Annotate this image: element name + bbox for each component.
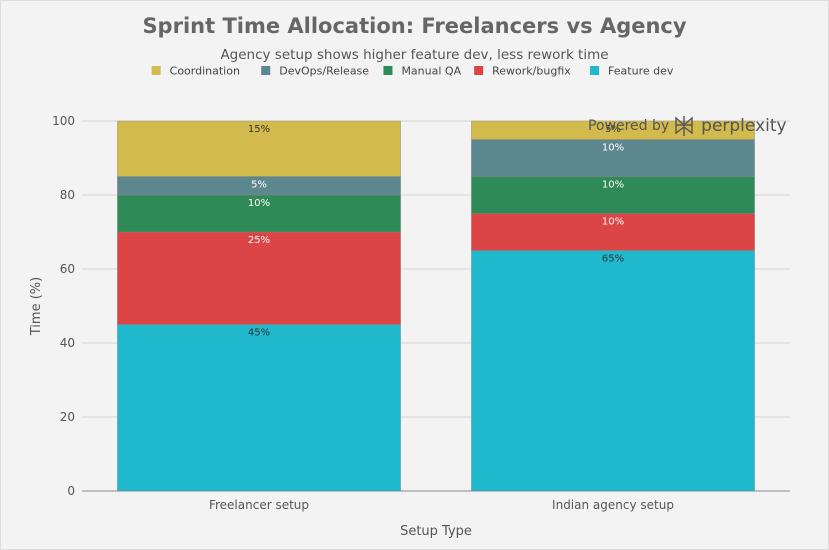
data-label: 65% <box>602 254 624 265</box>
x-tick-label: Freelancer setup <box>209 498 309 512</box>
x-tick-label: Indian agency setup <box>552 498 674 512</box>
bar-segment <box>117 324 401 492</box>
data-label: 5% <box>251 180 267 191</box>
chart-title: Sprint Time Allocation: Freelancers vs A… <box>142 14 687 38</box>
bar-segment <box>471 250 755 492</box>
legend-label: Coordination <box>170 65 240 78</box>
bar-segment <box>471 176 755 214</box>
watermark-brand: perplexity <box>701 116 787 136</box>
bar-segment <box>471 213 755 251</box>
legend-label: Rework/bugfix <box>492 65 571 78</box>
data-label: 45% <box>248 328 270 339</box>
legend-swatch <box>151 66 161 75</box>
legend-swatch <box>261 66 271 75</box>
data-label: 15% <box>248 124 270 135</box>
bar-segment <box>117 194 401 233</box>
legend-label: Feature dev <box>608 65 674 78</box>
legend-swatch <box>590 66 600 75</box>
data-label: 10% <box>248 198 270 209</box>
bar-segment <box>117 231 401 325</box>
data-label: 10% <box>602 180 624 191</box>
bar-segment <box>471 139 755 177</box>
legend-swatch <box>383 66 393 75</box>
x-axis-title: Setup Type <box>400 524 472 539</box>
y-tick-label: 40 <box>60 336 75 350</box>
legend-swatch <box>474 66 484 75</box>
watermark: Powered by perplexity <box>588 113 787 139</box>
legend-label: DevOps/Release <box>279 65 369 78</box>
data-label: 5% <box>605 124 621 135</box>
y-axis-title: Time (%) <box>29 277 44 336</box>
y-tick-label: 80 <box>60 188 75 202</box>
y-tick-label: 60 <box>60 262 75 276</box>
chart-subtitle: Agency setup shows higher feature dev, l… <box>220 47 609 63</box>
data-label: 10% <box>602 217 624 228</box>
perplexity-logo-icon <box>675 116 693 136</box>
y-tick-label: 0 <box>67 484 75 498</box>
data-label: 10% <box>602 143 624 154</box>
y-tick-label: 20 <box>60 410 75 424</box>
bar-segment <box>117 120 401 177</box>
legend-label: Manual QA <box>401 65 461 78</box>
data-label: 25% <box>248 235 270 246</box>
y-tick-label: 100 <box>52 114 75 128</box>
watermark-prefix: Powered by <box>588 118 670 134</box>
